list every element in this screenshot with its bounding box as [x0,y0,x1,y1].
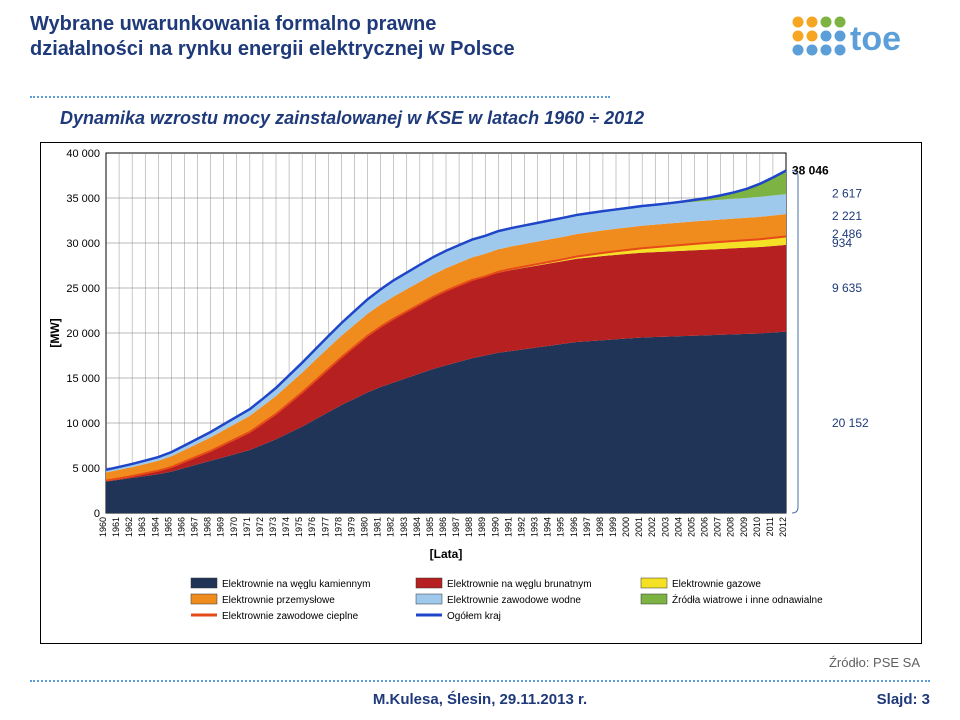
svg-text:1977: 1977 [320,517,330,537]
svg-text:40 000: 40 000 [66,148,100,160]
svg-text:1966: 1966 [176,517,186,537]
chart-container: 05 00010 00015 00020 00025 00030 00035 0… [40,142,922,644]
svg-text:1965: 1965 [163,517,173,537]
svg-text:1971: 1971 [242,517,252,537]
svg-text:1999: 1999 [608,517,618,537]
svg-text:1979: 1979 [346,517,356,537]
svg-text:15 000: 15 000 [66,373,100,385]
svg-text:2009: 2009 [739,517,749,537]
svg-text:1982: 1982 [386,517,396,537]
svg-text:2011: 2011 [765,517,775,536]
svg-text:1989: 1989 [477,517,487,537]
svg-text:2005: 2005 [686,517,696,537]
svg-text:1978: 1978 [333,517,343,537]
svg-text:1997: 1997 [582,517,592,537]
svg-text:Ogółem kraj: Ogółem kraj [447,611,501,622]
toe-logo: toe [790,14,930,69]
svg-text:1974: 1974 [281,517,291,537]
chart-subtitle: Dynamika wzrostu mocy zainstalowanej w K… [60,108,644,129]
svg-text:2 617: 2 617 [832,187,862,201]
svg-text:1973: 1973 [268,517,278,537]
svg-text:[Lata]: [Lata] [430,547,463,561]
svg-text:2002: 2002 [647,517,657,537]
source-text: Źródło: PSE SA [829,655,920,670]
svg-text:2012: 2012 [778,517,788,537]
svg-text:1988: 1988 [464,517,474,537]
svg-text:35 000: 35 000 [66,193,100,205]
svg-text:Elektrownie na węglu brunatnym: Elektrownie na węglu brunatnym [447,579,592,590]
svg-text:1984: 1984 [412,517,422,537]
svg-text:1992: 1992 [516,517,526,537]
svg-text:9 635: 9 635 [832,281,862,295]
svg-text:1985: 1985 [425,517,435,537]
svg-text:1962: 1962 [124,517,134,537]
svg-text:1969: 1969 [216,517,226,537]
svg-text:1972: 1972 [255,517,265,537]
svg-text:toe: toe [850,20,901,58]
svg-text:1990: 1990 [490,517,500,537]
svg-text:20 152: 20 152 [832,416,869,430]
svg-text:2008: 2008 [726,517,736,537]
svg-text:1995: 1995 [556,517,566,537]
svg-text:1975: 1975 [294,517,304,537]
svg-text:2006: 2006 [700,517,710,537]
svg-text:5 000: 5 000 [72,463,100,475]
svg-text:2004: 2004 [673,517,683,537]
svg-text:Elektrownie na węglu kamiennym: Elektrownie na węglu kamiennym [222,579,370,590]
svg-text:1993: 1993 [530,517,540,537]
svg-text:2007: 2007 [713,517,723,537]
stacked-area-chart: 05 00010 00015 00020 00025 00030 00035 0… [41,143,921,643]
svg-text:1980: 1980 [360,517,370,537]
svg-text:1983: 1983 [399,517,409,537]
svg-text:[MW]: [MW] [48,318,62,347]
title-divider [30,96,610,98]
svg-text:Elektrownie gazowe: Elektrownie gazowe [672,579,761,590]
svg-text:1961: 1961 [111,517,121,537]
svg-text:1998: 1998 [595,517,605,537]
svg-text:Elektrownie zawodowe wodne: Elektrownie zawodowe wodne [447,595,581,606]
title-line-2: działalności na rynku energii elektryczn… [30,37,610,62]
slide-title: Wybrane uwarunkowania formalno prawne dz… [30,12,610,62]
svg-text:Elektrownie zawodowe cieplne: Elektrownie zawodowe cieplne [222,611,359,622]
svg-text:1963: 1963 [137,517,147,537]
svg-text:2003: 2003 [660,517,670,537]
svg-text:1970: 1970 [229,517,239,537]
svg-text:1964: 1964 [150,517,160,537]
svg-text:10 000: 10 000 [66,418,100,430]
svg-text:2000: 2000 [621,517,631,537]
svg-text:30 000: 30 000 [66,238,100,250]
svg-text:1976: 1976 [307,517,317,537]
svg-text:1996: 1996 [569,517,579,537]
title-line-1: Wybrane uwarunkowania formalno prawne [30,12,610,37]
svg-text:20 000: 20 000 [66,328,100,340]
svg-text:1994: 1994 [543,517,553,537]
svg-text:1960: 1960 [98,517,108,537]
svg-text:1967: 1967 [190,517,200,537]
footer-text: M.Kulesa, Ślesin, 29.11.2013 r. [0,691,960,708]
slide: Wybrane uwarunkowania formalno prawne dz… [0,0,960,720]
footer-divider [30,680,930,682]
svg-text:25 000: 25 000 [66,283,100,295]
svg-text:934: 934 [832,236,852,250]
svg-text:2 221: 2 221 [832,209,862,223]
svg-text:1968: 1968 [203,517,213,537]
slide-number: Slajd: 3 [877,691,930,708]
svg-text:2001: 2001 [634,517,644,537]
svg-text:1991: 1991 [503,517,513,537]
svg-text:1986: 1986 [438,517,448,537]
svg-text:Elektrownie przemysłowe: Elektrownie przemysłowe [222,595,335,606]
svg-text:Źródła wiatrowe i inne odnawia: Źródła wiatrowe i inne odnawialne [672,593,823,606]
svg-text:1981: 1981 [373,517,383,537]
svg-text:1987: 1987 [451,517,461,537]
svg-text:2010: 2010 [752,517,762,537]
